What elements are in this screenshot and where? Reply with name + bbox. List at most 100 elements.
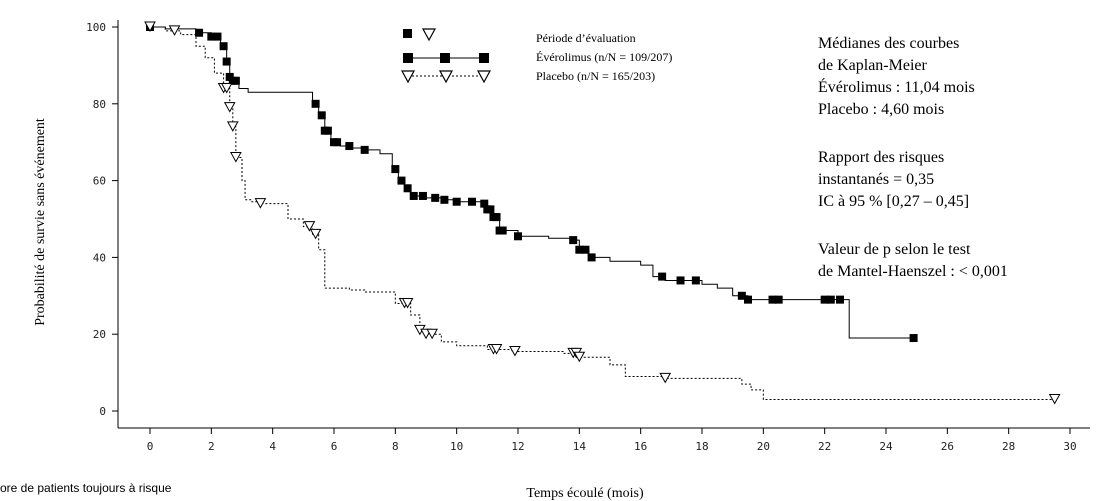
y-ticks: 0 20 40 60 80 100	[86, 21, 118, 418]
placebo-censor-marker	[309, 228, 322, 240]
everolimus-censor-marker	[403, 184, 412, 193]
everolimus-censor-marker	[468, 197, 476, 206]
everolimus-censor-marker	[311, 99, 320, 108]
statistics-annotation: Médianes des courbes de Kaplan-Meier Évé…	[818, 35, 1008, 280]
annotation-line: Rapport des risques	[818, 149, 944, 166]
everolimus-censor-marker	[360, 145, 369, 154]
x-tick-label: 22	[818, 440, 831, 453]
x-axis-title: Temps écoulé (mois)	[526, 486, 644, 501]
everolimus-censor-marker	[744, 295, 752, 304]
everolimus-censor-marker	[219, 42, 228, 51]
x-tick-label: 6	[331, 440, 338, 453]
everolimus-censor-marker	[768, 295, 777, 304]
placebo-censor-marker	[168, 25, 181, 36]
annotation-line: Valeur de p selon le test	[818, 241, 971, 258]
everolimus-censor-marker	[333, 138, 342, 147]
placebo-censor-marker	[226, 121, 239, 132]
x-tick-label: 2	[208, 440, 215, 453]
y-tick-label: 80	[93, 98, 106, 111]
annotation-line: de Kaplan-Meier	[818, 57, 928, 74]
placebo-censor-marker	[1048, 393, 1061, 405]
legend-placebo-label: Placebo (n/N = 165/203)	[536, 69, 655, 83]
everolimus-censor-marker	[569, 236, 578, 245]
annotation-line: instantanés = 0,35	[818, 171, 934, 188]
everolimus-censor-marker	[391, 165, 400, 174]
x-tick-label: 26	[941, 440, 954, 453]
legend-everolimus-marker	[403, 53, 413, 63]
placebo-censor-marker	[254, 198, 267, 209]
everolimus-censor-marker	[691, 276, 700, 285]
placebo-censor-marker	[573, 351, 586, 363]
everolimus-censor-marker	[480, 199, 489, 208]
legend-header: Période d’évaluation	[536, 31, 636, 45]
everolimus-censor-marker	[492, 213, 501, 222]
placebo-censor-marker	[401, 297, 414, 309]
everolimus-censor-marker	[418, 191, 427, 200]
placebo-censor-marker	[220, 82, 233, 94]
everolimus-censor-marker	[820, 295, 829, 304]
legend-everolimus-label: Évérolimus (n/N = 109/207)	[536, 50, 672, 64]
x-tick-label: 8	[392, 440, 399, 453]
x-tick-label: 30	[1063, 440, 1076, 453]
everolimus-censor-marker	[323, 126, 332, 135]
annotation-line: Placebo : 4,60 mois	[818, 101, 944, 118]
legend: Période d’évaluation Évérolimus (n/N = 1…	[400, 28, 672, 84]
x-tick-label: 18	[695, 440, 708, 453]
placebo-censor-marker	[426, 328, 438, 340]
everolimus-censor-marker	[486, 205, 495, 214]
x-ticks: 0 2 4 6 8 10 12 14 16 18 20 22 24 26 28 30	[147, 428, 1077, 453]
everolimus-censor-marker	[498, 226, 507, 235]
placebo-censor-marker	[303, 221, 316, 232]
everolimus-censor-marker	[514, 232, 522, 241]
x-tick-label: 20	[757, 440, 770, 453]
everolimus-censor-marker	[207, 32, 216, 41]
x-tick-label: 12	[511, 440, 524, 453]
placebo-censor-marker	[223, 102, 236, 113]
legend-placebo-marker	[476, 70, 492, 84]
placebo-survival-curve	[150, 26, 1055, 400]
annotation-line: IC à 95 % [0,27 – 0,45]	[818, 193, 969, 210]
everolimus-censor-marker	[195, 28, 204, 37]
everolimus-censor-marker	[826, 295, 835, 304]
everolimus-survival-curve	[150, 26, 914, 339]
everolimus-censor-marker	[231, 76, 240, 85]
series-layer	[144, 21, 1061, 405]
risk-table-footnote: ore de patients toujours à risque	[0, 481, 172, 495]
y-tick-label: 100	[86, 21, 106, 34]
y-tick-label: 60	[93, 175, 106, 188]
everolimus-censor-marker	[440, 195, 449, 204]
placebo-censor-marker	[230, 152, 242, 163]
y-tick-label: 20	[93, 328, 106, 341]
everolimus-censor-marker	[909, 334, 918, 343]
everolimus-censor-marker	[836, 295, 844, 304]
everolimus-censor-marker	[345, 142, 354, 151]
everolimus-censor-marker	[774, 295, 783, 304]
x-tick-label: 28	[1002, 440, 1015, 453]
everolimus-censor-marker	[658, 272, 667, 281]
legend-everolimus-marker	[440, 53, 450, 63]
legend-everolimus-marker	[479, 53, 489, 63]
y-axis-title: Probabilité de survie sans événement	[33, 118, 48, 326]
x-tick-label: 14	[573, 440, 587, 453]
legend-placebo-marker	[438, 70, 454, 84]
everolimus-censor-marker	[409, 191, 418, 200]
placebo-censor-marker	[659, 372, 672, 384]
everolimus-censor-marker	[575, 245, 584, 254]
everolimus-censor-marker	[397, 176, 406, 185]
everolimus-censor-marker	[452, 197, 461, 206]
legend-header-triangle	[421, 28, 437, 42]
everolimus-censor-marker	[317, 111, 326, 120]
everolimus-censor-marker	[431, 193, 440, 202]
x-tick-label: 10	[450, 440, 463, 453]
placebo-censor-marker	[144, 21, 156, 33]
placebo-censor-marker	[509, 345, 521, 357]
x-tick-label: 4	[269, 440, 276, 453]
everolimus-censor-marker	[676, 276, 685, 285]
annotation-line: Évérolimus : 11,04 mois	[818, 77, 975, 96]
x-tick-label: 16	[634, 440, 647, 453]
everolimus-censor-marker	[213, 32, 222, 41]
annotation-line: Médianes des courbes	[818, 35, 959, 52]
everolimus-censor-marker	[581, 245, 590, 254]
everolimus-censor-marker	[587, 253, 596, 262]
